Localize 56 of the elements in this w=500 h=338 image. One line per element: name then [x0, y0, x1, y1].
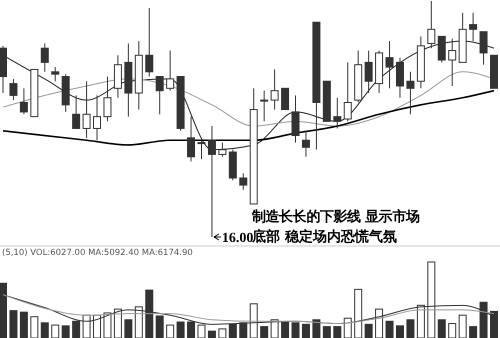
candlestick	[145, 8, 154, 78]
bar	[406, 319, 414, 338]
bar	[322, 326, 331, 338]
candlestick	[156, 76, 164, 115]
candlestick	[103, 76, 112, 122]
candlestick	[270, 68, 279, 110]
bar	[302, 324, 310, 338]
bar	[292, 322, 300, 338]
bar	[312, 319, 320, 338]
candlestick	[93, 94, 102, 141]
bar	[260, 326, 268, 338]
candlestick	[386, 40, 394, 89]
bar	[176, 322, 185, 338]
candlestick	[364, 50, 373, 94]
bar	[333, 326, 342, 338]
bar	[438, 319, 446, 338]
candlestick	[406, 71, 414, 115]
candlestick	[208, 126, 216, 238]
candlestick	[82, 80, 91, 138]
candlestick	[239, 172, 248, 190]
candlestick	[114, 54, 122, 98]
candlestick	[72, 94, 80, 129]
candlestick	[302, 130, 310, 158]
bar	[20, 312, 28, 338]
candlestick	[218, 142, 226, 158]
candlestick	[51, 66, 60, 82]
bar	[40, 322, 49, 338]
candlestick	[166, 50, 174, 92]
annotation: 底部 稳定场内恐慌气氛	[250, 228, 397, 245]
candlestick	[281, 88, 290, 110]
candlestick	[344, 62, 352, 122]
candlestick	[333, 97, 342, 129]
candlestick	[260, 90, 268, 122]
bar	[364, 324, 373, 338]
candlestick	[396, 57, 404, 98]
bar	[124, 319, 132, 338]
bar	[386, 320, 394, 338]
candlestick	[438, 36, 446, 63]
annotation: 制造长长的下影线 显示市场	[250, 208, 420, 225]
candlestick	[448, 38, 456, 86]
bar	[396, 325, 404, 338]
chart-title: (5,10) VOL:6027.00 MA:5092.40 MA:6174.90	[2, 248, 193, 258]
bar	[281, 322, 290, 338]
candlestick	[40, 42, 49, 72]
candlestick	[20, 88, 28, 115]
bar	[62, 325, 70, 338]
annotation: 16.00	[222, 231, 254, 246]
bar	[469, 326, 478, 338]
bar	[208, 330, 216, 338]
candlestick	[9, 78, 18, 101]
candlestick	[187, 116, 196, 162]
candlestick	[197, 140, 206, 160]
bar	[9, 310, 18, 338]
candlestick	[292, 94, 300, 144]
candlestick	[480, 31, 488, 66]
candlestick	[469, 12, 478, 42]
